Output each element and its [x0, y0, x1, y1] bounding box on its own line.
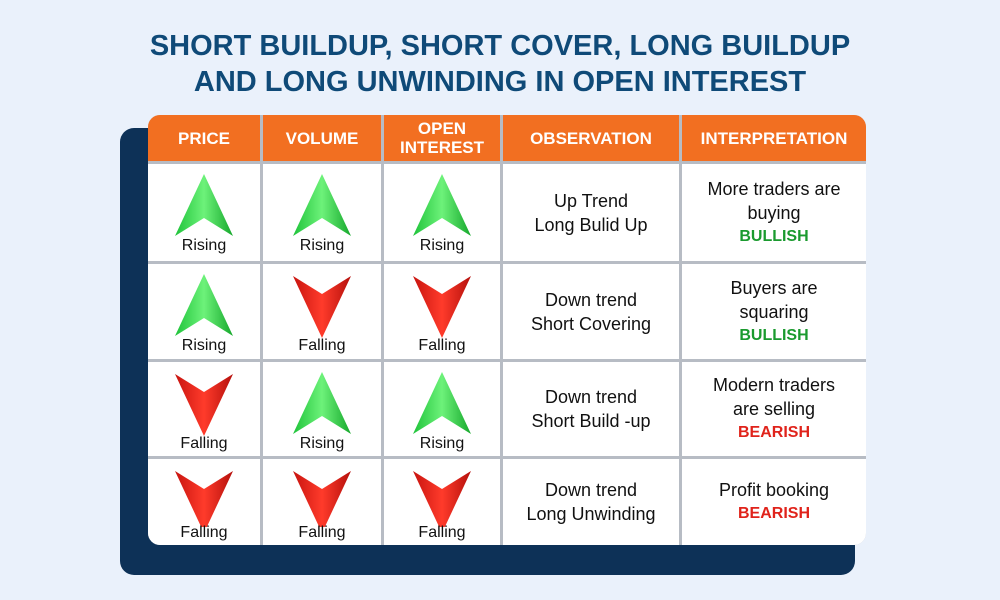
arrow-shape: [175, 174, 233, 236]
direction-label: Rising: [419, 237, 465, 254]
arrow-shape: [175, 274, 233, 336]
direction-label: Falling: [180, 524, 228, 541]
header-text: OPEN: [417, 119, 467, 138]
observation-text: Down trend: [544, 387, 638, 407]
interpretation-text: are selling: [732, 399, 816, 419]
observation-text: Up Trend: [553, 190, 629, 211]
arrow-shape: [413, 471, 471, 527]
direction-label: Falling: [418, 337, 466, 354]
down-arrow: [175, 374, 233, 436]
title: SHORT BUILDUP, SHORT COVER, LONG BUILDUP…: [0, 28, 1000, 100]
up-arrow: [293, 174, 351, 236]
observation-text: Down trend: [544, 289, 638, 310]
signal: BULLISH: [739, 227, 809, 245]
observation-cell: Down trend Short Covering: [503, 264, 679, 359]
direction-label: Rising: [419, 435, 465, 452]
header-text: INTEREST: [399, 138, 485, 157]
header-cell: INTERPRETATION: [682, 115, 866, 161]
arrow-shape: [175, 374, 233, 436]
interpretation-cell: Modern traders are selling BEARISH: [682, 362, 866, 456]
title-line: AND LONG UNWINDING IN OPEN INTEREST: [193, 66, 807, 98]
direction-label: Falling: [180, 435, 228, 452]
direction-label: Rising: [181, 237, 227, 254]
observation-cell: Up Trend Long Bulid Up: [503, 164, 679, 261]
interpretation-text: Profit booking: [718, 480, 830, 500]
direction-label: Rising: [299, 435, 345, 452]
up-arrow: [413, 372, 471, 434]
arrow-cell: Falling: [263, 264, 381, 359]
interpretation-text: squaring: [739, 301, 809, 322]
arrow-shape: [413, 372, 471, 434]
header-cell: OPEN INTEREST: [384, 115, 500, 161]
arrow-shape: [293, 276, 351, 338]
arrow-cell: Rising: [148, 164, 260, 261]
up-arrow: [413, 174, 471, 236]
up-arrow: [175, 174, 233, 236]
title-line: SHORT BUILDUP, SHORT COVER, LONG BUILDUP: [149, 30, 851, 62]
signal: BULLISH: [739, 326, 809, 344]
direction-label: Falling: [298, 524, 346, 541]
arrow-cell: Rising: [263, 362, 381, 456]
header-cell: VOLUME: [263, 115, 381, 161]
header-text: VOLUME: [285, 128, 359, 148]
header-text: PRICE: [178, 128, 230, 148]
interpretation-cell: Profit booking BEARISH: [682, 459, 866, 545]
signal: BEARISH: [737, 505, 810, 522]
arrow-shape: [293, 174, 351, 236]
header-text: OBSERVATION: [530, 128, 652, 148]
arrow-cell: Rising: [148, 264, 260, 359]
header-text: INTERPRETATION: [700, 128, 848, 148]
up-arrow: [175, 274, 233, 336]
observation-text: Down trend: [544, 480, 638, 500]
down-arrow: [293, 276, 351, 338]
header-cell: OBSERVATION: [503, 115, 679, 161]
arrow-cell: Falling: [148, 362, 260, 456]
interpretation-text: More traders are: [707, 178, 841, 199]
table: PRICE VOLUME OPEN INTEREST OBSERVATION INTERP…: [148, 115, 866, 545]
arrow-cell: Rising: [384, 164, 500, 261]
observation-text: Long Unwinding: [526, 504, 656, 524]
observation-text: Short Build -up: [531, 411, 651, 431]
observation-text: Long Bulid Up: [534, 214, 648, 235]
header-cell: PRICE: [148, 115, 260, 161]
direction-label: Falling: [298, 337, 346, 354]
observation-cell: Down trend Long Unwinding: [503, 459, 679, 545]
arrow-cell: Falling: [384, 264, 500, 359]
arrow-cell: Falling: [384, 459, 500, 545]
up-arrow: [293, 372, 351, 434]
arrow-cell: Falling: [263, 459, 381, 545]
observation-cell: Down trend Short Build -up: [503, 362, 679, 456]
direction-label: Falling: [418, 524, 466, 541]
interpretation-text: buying: [747, 202, 801, 223]
observation-text: Short Covering: [530, 313, 652, 334]
interpretation-cell: More traders are buying BULLISH: [682, 164, 866, 261]
arrow-shape: [413, 276, 471, 338]
interpretation-cell: Buyers are squaring BULLISH: [682, 264, 866, 359]
direction-label: Rising: [181, 337, 227, 354]
arrow-cell: Falling: [148, 459, 260, 545]
arrow-shape: [413, 174, 471, 236]
interpretation-text: Buyers are: [730, 277, 818, 298]
arrow-shape: [293, 471, 351, 527]
interpretation-text: Modern traders: [712, 375, 836, 395]
down-arrow: [175, 471, 233, 527]
arrow-shape: [175, 471, 233, 527]
arrow-cell: Rising: [384, 362, 500, 456]
down-arrow: [413, 276, 471, 338]
arrow-cell: Rising: [263, 164, 381, 261]
down-arrow: [293, 471, 351, 527]
direction-label: Rising: [299, 237, 345, 254]
signal: BEARISH: [737, 424, 810, 441]
down-arrow: [413, 471, 471, 527]
arrow-shape: [293, 372, 351, 434]
